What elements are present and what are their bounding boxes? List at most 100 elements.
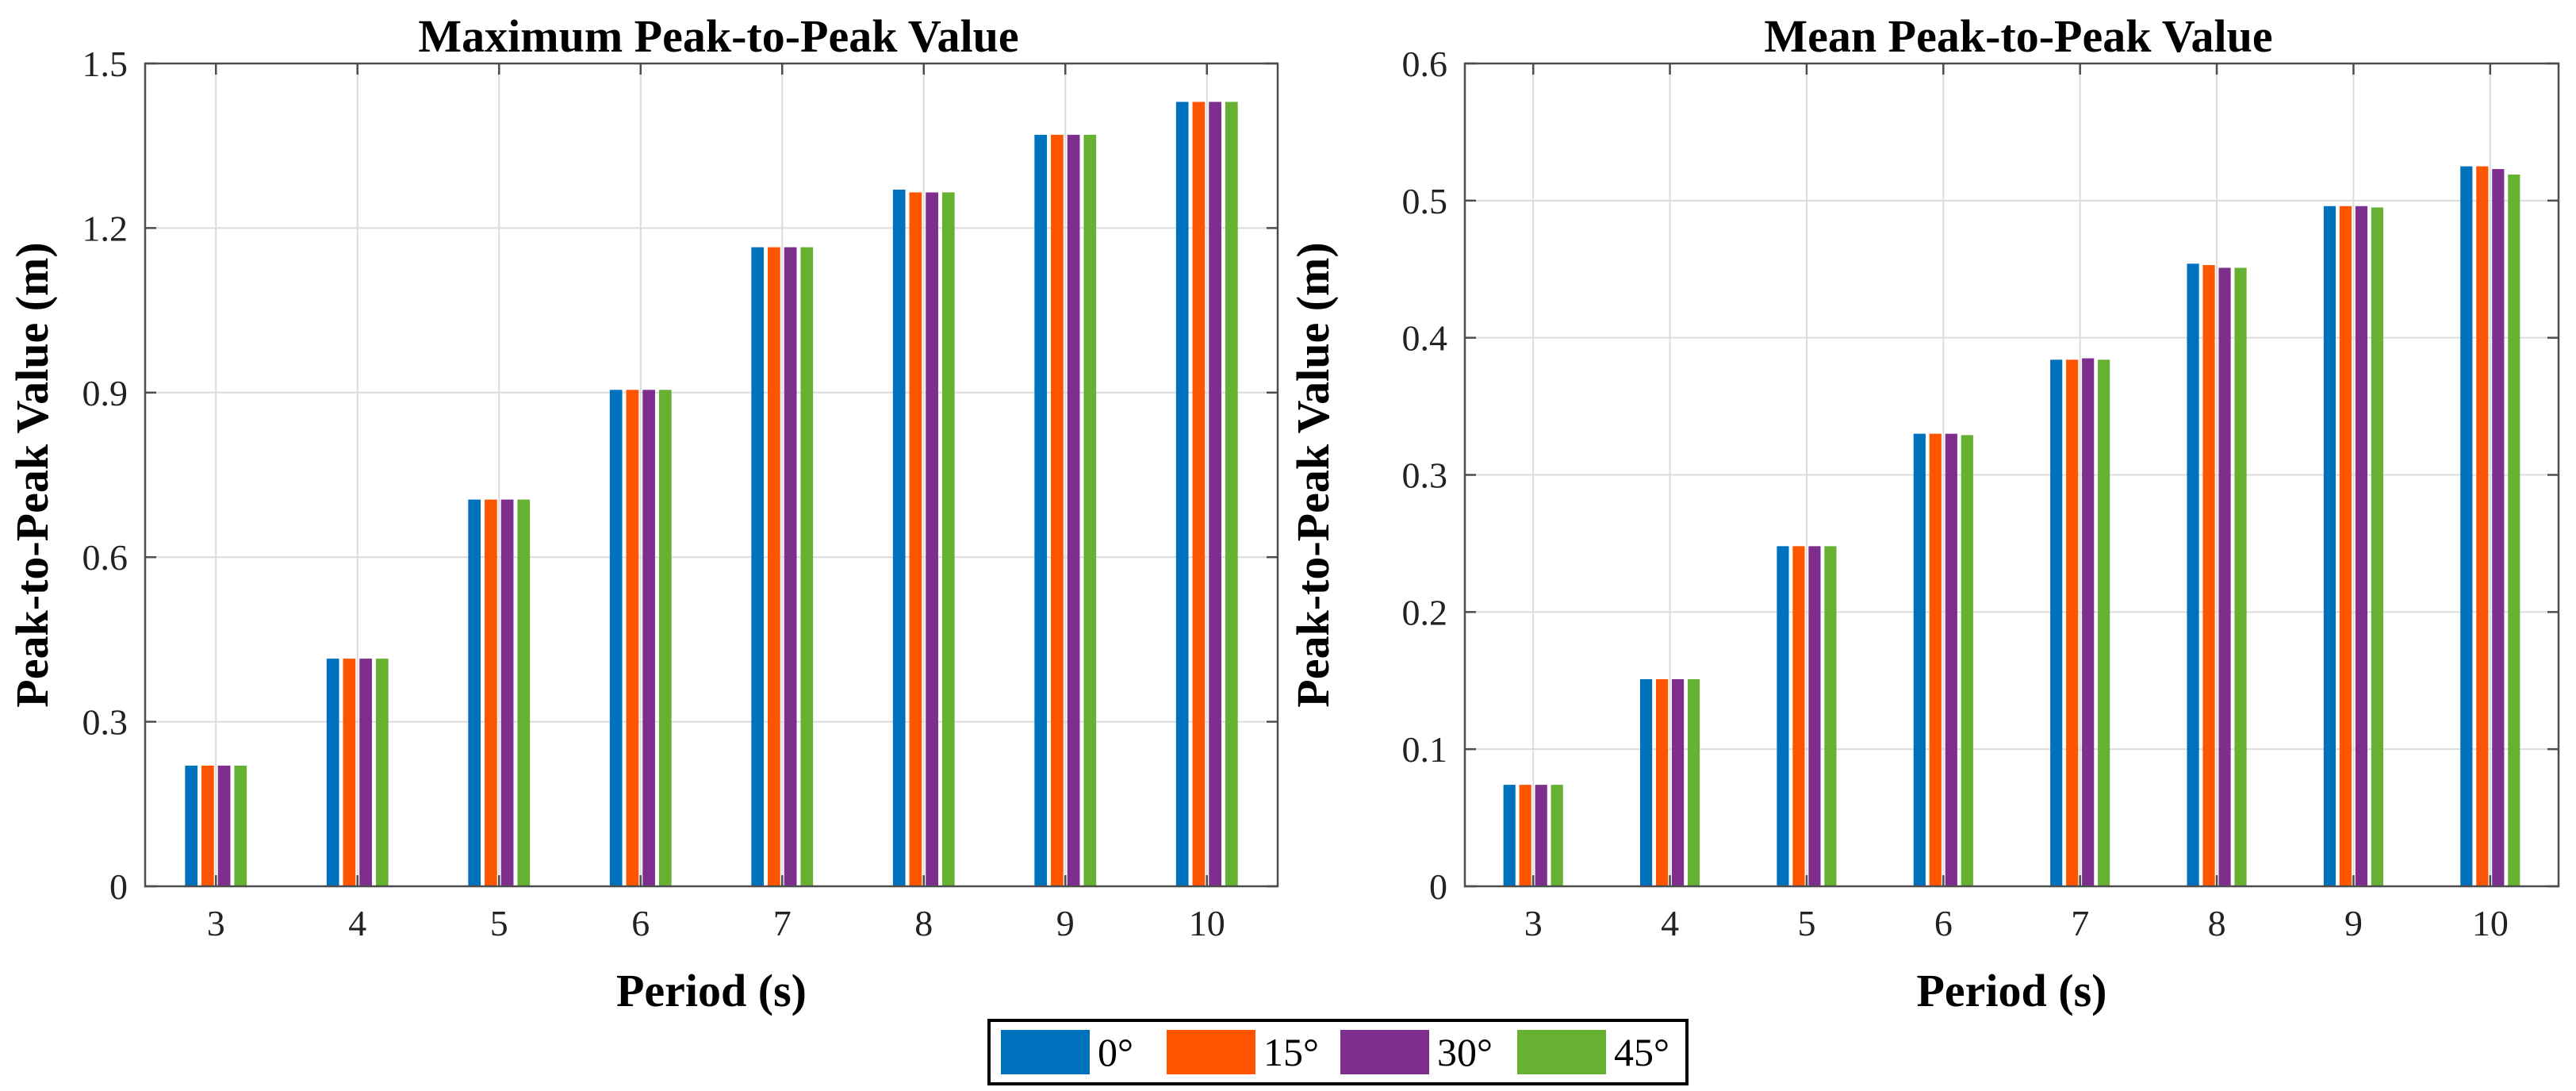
y-axis-label: Peak-to-Peak Value (m)	[1287, 242, 1339, 707]
bar-45deg-period-9	[2371, 207, 2384, 887]
bar-15deg-period-10	[2476, 166, 2489, 886]
bar-15deg-period-3	[201, 765, 214, 886]
bar-0deg-period-8	[2187, 263, 2199, 886]
bar-30deg-period-3	[1535, 785, 1547, 886]
bar-30deg-period-9	[2355, 206, 2368, 886]
x-axis-label: Period (s)	[616, 965, 807, 1016]
y-tick-label: 1.5	[82, 44, 128, 84]
bar-15deg-period-6	[1929, 433, 1942, 886]
y-tick-label: 0.1	[1402, 729, 1448, 770]
bar-0deg-period-3	[1503, 785, 1516, 886]
bar-45deg-period-10	[1225, 102, 1238, 887]
legend-label: 15°	[1263, 1030, 1319, 1074]
bar-30deg-period-4	[359, 659, 372, 886]
bar-0deg-period-7	[751, 247, 765, 886]
bar-30deg-period-6	[1945, 433, 1957, 886]
bar-45deg-period-5	[517, 499, 531, 886]
bar-30deg-period-4	[1671, 679, 1685, 886]
plot-area	[145, 63, 1278, 886]
bar-45deg-period-6	[658, 390, 672, 886]
bar-45deg-period-8	[941, 192, 955, 887]
bar-0deg-period-9	[2323, 206, 2336, 886]
bar-0deg-period-4	[326, 659, 339, 886]
y-tick-label: 0.3	[82, 702, 128, 743]
legend-label: 45°	[1614, 1030, 1669, 1074]
bar-45deg-period-3	[234, 765, 247, 886]
bar-15deg-period-5	[1792, 546, 1805, 886]
bar-30deg-period-8	[926, 192, 938, 887]
bar-15deg-period-6	[626, 390, 639, 886]
legend-swatch	[1001, 1030, 1090, 1074]
bar-45deg-period-4	[1687, 679, 1700, 886]
bar-45deg-period-10	[2508, 174, 2520, 886]
y-tick-label: 0.2	[1402, 592, 1448, 632]
axes-frame	[1463, 62, 2560, 888]
bar-30deg-period-10	[1209, 102, 1221, 887]
legend-swatch	[1340, 1030, 1429, 1074]
x-tick-label: 4	[1661, 903, 1679, 943]
bar-45deg-period-4	[375, 659, 389, 886]
y-tick-label: 0.3	[1402, 455, 1448, 496]
x-tick-label: 10	[1189, 903, 1225, 943]
bar-30deg-period-3	[217, 765, 231, 886]
x-tick-label: 6	[631, 903, 650, 943]
x-tick-label: 3	[207, 903, 225, 943]
x-tick-label: 7	[2071, 903, 2089, 943]
x-tick-label: 8	[2208, 903, 2226, 943]
bar-30deg-period-5	[500, 499, 514, 886]
bar-0deg-period-4	[1639, 679, 1653, 886]
x-tick-label: 8	[914, 903, 933, 943]
bar-15deg-period-7	[2066, 359, 2079, 886]
bar-45deg-period-7	[2098, 359, 2110, 886]
bar-30deg-period-7	[2082, 358, 2095, 886]
bar-15deg-period-7	[768, 247, 780, 886]
x-tick-label: 10	[2472, 903, 2509, 943]
bar-0deg-period-10	[2460, 166, 2473, 886]
x-tick-label: 9	[2344, 903, 2363, 943]
bar-15deg-period-9	[2339, 206, 2352, 886]
bar-15deg-period-10	[1192, 102, 1206, 887]
x-tick-label: 3	[1524, 903, 1543, 943]
legend-swatch	[1517, 1030, 1606, 1074]
bar-45deg-period-3	[1551, 785, 1563, 886]
bar-45deg-period-7	[800, 247, 814, 886]
y-tick-label: 0	[1429, 866, 1447, 907]
y-tick-label: 0.9	[82, 373, 128, 413]
legend-swatch	[1167, 1030, 1255, 1074]
bar-0deg-period-9	[1034, 134, 1048, 886]
chart-mean-peak-to-peak: 0 0.1 0.2 0.3 0.4 0.5 0.6 3 4 5 6 7 8 9 10 Mean Peak-to…	[1287, 10, 2560, 1016]
x-tick-label: 9	[1056, 903, 1075, 943]
bar-0deg-period-5	[1777, 546, 1789, 886]
bar-0deg-period-6	[1913, 433, 1926, 886]
y-tick-label: 0.6	[1402, 44, 1448, 84]
bar-45deg-period-8	[2234, 267, 2247, 886]
y-tick-label: 0	[109, 866, 128, 907]
x-tick-label: 6	[1934, 903, 1953, 943]
bar-30deg-period-10	[2492, 169, 2505, 886]
bar-30deg-period-5	[1808, 546, 1821, 886]
bar-0deg-period-10	[1175, 102, 1189, 887]
bar-15deg-period-3	[1519, 785, 1531, 886]
bar-30deg-period-8	[2218, 267, 2231, 886]
bar-15deg-period-4	[343, 659, 356, 886]
bar-0deg-period-6	[609, 390, 623, 886]
y-tick-label: 1.2	[82, 208, 128, 248]
legend: 0° 15° 30° 45°	[987, 1019, 1689, 1085]
y-tick-label: 0.4	[1402, 318, 1448, 359]
x-tick-label: 4	[348, 903, 366, 943]
bar-15deg-period-8	[909, 192, 922, 887]
bar-15deg-period-5	[485, 499, 497, 886]
bar-15deg-period-8	[2202, 265, 2215, 886]
bar-45deg-period-9	[1083, 134, 1097, 886]
x-tick-label: 5	[490, 903, 508, 943]
bar-0deg-period-3	[185, 765, 198, 886]
bar-0deg-period-5	[468, 499, 481, 886]
x-tick-label: 5	[1797, 903, 1815, 943]
bar-30deg-period-9	[1067, 134, 1080, 886]
legend-label: 0°	[1098, 1030, 1133, 1074]
bar-15deg-period-4	[1655, 679, 1669, 886]
axes-frame	[144, 62, 1279, 888]
bar-45deg-period-5	[1824, 546, 1837, 886]
legend-label: 30°	[1437, 1030, 1493, 1074]
